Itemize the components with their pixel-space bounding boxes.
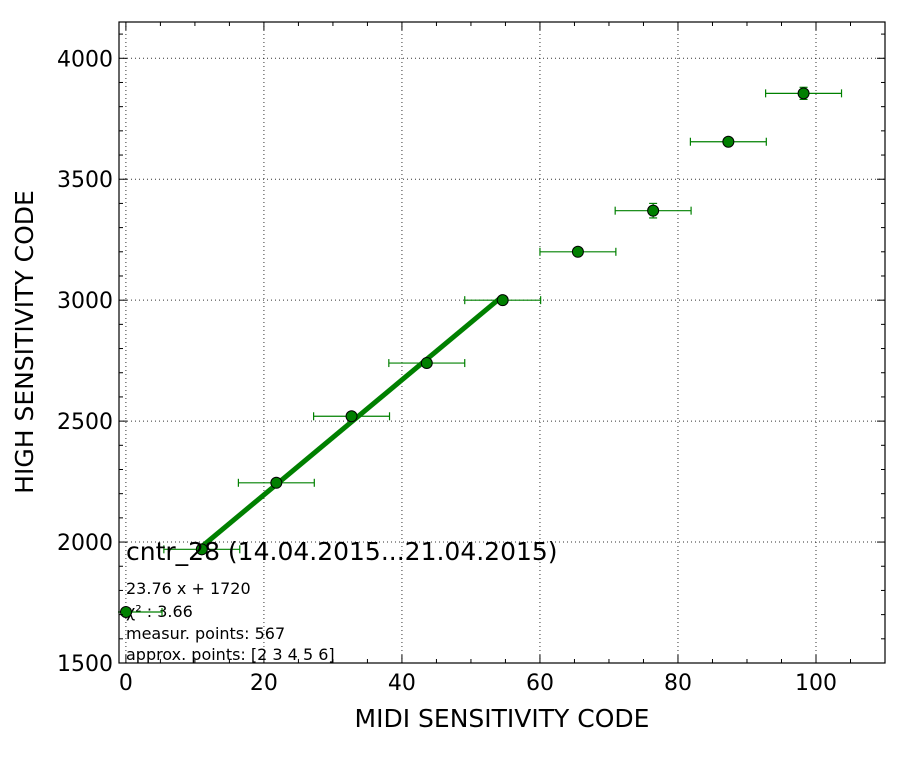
annotation-approx-points: approx. points: [2 3 4 5 6] xyxy=(126,645,335,664)
data-point xyxy=(464,294,542,307)
legend-marker xyxy=(120,606,132,618)
data-point xyxy=(765,86,843,101)
y-tick-label: 4000 xyxy=(57,47,113,72)
annotation-measur-points: measur. points: 567 xyxy=(126,624,285,643)
x-tick-label: 100 xyxy=(795,671,837,696)
y-tick-label: 3000 xyxy=(57,289,113,314)
point-marker xyxy=(571,245,584,258)
point-marker xyxy=(496,294,509,307)
data-point xyxy=(313,410,391,423)
data-point xyxy=(614,202,692,219)
data-points xyxy=(163,86,843,556)
y-tick-label: 2000 xyxy=(57,531,113,556)
annotation-title: cntr_28 (14.04.2015...21.04.2015) xyxy=(126,537,558,566)
point-marker xyxy=(797,87,810,100)
y-tick-label: 3500 xyxy=(57,168,113,193)
grid xyxy=(119,22,885,664)
x-tick-label: 60 xyxy=(526,671,554,696)
data-point xyxy=(163,543,241,556)
x-axis-label: MIDI SENSITIVITY CODE xyxy=(355,704,650,733)
y-tick-label: 2500 xyxy=(57,410,113,435)
x-tick-label: 80 xyxy=(664,671,692,696)
point-marker xyxy=(345,410,358,423)
x-tick-label: 20 xyxy=(250,671,278,696)
data-point xyxy=(539,245,617,258)
point-marker xyxy=(195,543,208,556)
y-tick-label: 1500 xyxy=(57,652,113,677)
data-point xyxy=(689,135,767,148)
annotations: cntr_28 (14.04.2015...21.04.2015) 23.76 … xyxy=(126,537,558,664)
point-marker xyxy=(420,357,433,370)
axis-ticks: 0 20 40 60 80 100 1500 2000 2500 3000 3500 4000 xyxy=(57,22,886,696)
data-point xyxy=(237,476,315,489)
data-point xyxy=(388,357,466,370)
point-marker xyxy=(647,204,660,217)
point-marker xyxy=(270,476,283,489)
legend xyxy=(118,606,163,618)
y-axis-label: HIGH SENSITIVITY CODE xyxy=(10,190,39,494)
plot-border xyxy=(118,21,886,664)
x-tick-label: 0 xyxy=(119,671,133,696)
x-tick-label: 40 xyxy=(388,671,416,696)
point-marker xyxy=(722,135,735,148)
annotation-equation: 23.76 x + 1720 xyxy=(126,579,251,598)
plot-frame xyxy=(118,21,886,664)
